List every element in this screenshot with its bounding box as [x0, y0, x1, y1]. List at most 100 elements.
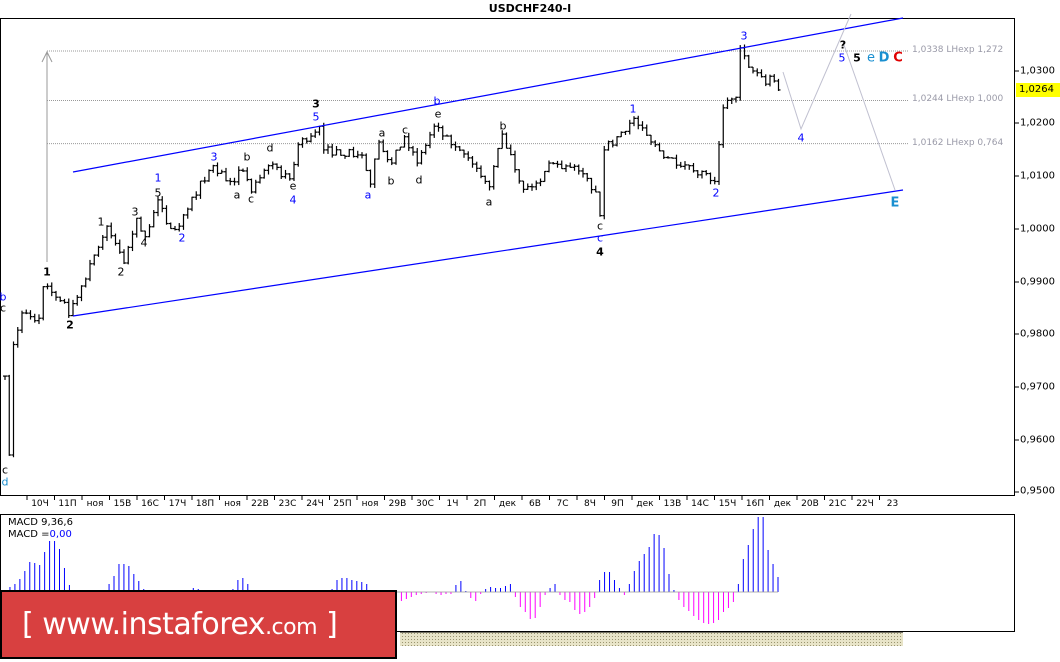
macd-value-label: MACD = — [8, 529, 50, 540]
channel-lower-line[interactable] — [72, 189, 904, 317]
wave-label: b — [499, 119, 507, 133]
wave-label: c — [401, 123, 409, 137]
wave-label: e — [867, 50, 875, 66]
time-axis-ticks — [26, 495, 880, 500]
time-tick: 9П — [611, 499, 624, 509]
wave-label: e — [434, 107, 442, 121]
time-tick: 23С — [278, 499, 297, 509]
time-tick: 16П — [745, 499, 765, 509]
time-tick: 22Ч — [856, 499, 874, 509]
wave-label: 5 — [838, 51, 846, 65]
time-tick: 25П — [333, 499, 352, 509]
time-tick: 30С — [416, 499, 434, 509]
wave-label: 5 — [853, 51, 861, 65]
price-tick: 1,0000 — [1020, 223, 1055, 235]
wave-label: D — [878, 50, 890, 66]
wave-label: ? — [839, 38, 847, 52]
time-tick: 2П — [473, 499, 487, 509]
wave-label: c — [596, 219, 604, 233]
price-tick: 0,9800 — [1020, 328, 1055, 340]
watermark-bracket: ] — [326, 607, 338, 642]
price-tick: 0,9900 — [1020, 276, 1055, 288]
watermark-banner[interactable]: [ www.instaforex.com ] — [0, 590, 397, 659]
wave-label: d — [415, 173, 423, 187]
time-tick: дек — [773, 499, 792, 509]
time-tick: ноя — [86, 499, 104, 509]
wave-label: b — [387, 174, 395, 188]
watermark-bracket: [ — [22, 607, 34, 642]
macd-histogram — [4, 517, 779, 624]
watermark-suffix: .com — [265, 615, 318, 640]
time-tick: дек — [498, 499, 517, 509]
wave-label: E — [890, 195, 900, 211]
price-bars — [3, 44, 781, 458]
time-tick: ноя — [224, 499, 241, 509]
time-tick: 1Ч — [446, 499, 459, 509]
time-tick: 20В — [801, 499, 819, 509]
fib-label: 1,0338 LHexp 1,272 — [912, 45, 1004, 55]
wave-label: b — [243, 150, 251, 164]
time-tick: 24Ч — [306, 499, 324, 509]
wave-label: 4 — [289, 193, 297, 207]
time-tick: 17Ч — [168, 499, 187, 509]
time-tick: 7С — [556, 499, 569, 509]
wave-label: a — [364, 188, 372, 202]
wave-label: 2 — [712, 186, 720, 200]
wave-label: e — [289, 179, 297, 193]
time-tick: 13В — [663, 499, 682, 509]
wave-label: 3 — [312, 97, 320, 111]
wave-label: 1 — [154, 171, 162, 185]
time-tick: 8Ч — [584, 499, 596, 509]
current-price-badge: 1,0264 — [1016, 83, 1060, 97]
watermark-text: www.instaforex — [42, 607, 266, 642]
wave-label: d — [1, 475, 9, 489]
wave-label: c — [596, 231, 604, 245]
wave-label: d — [266, 141, 274, 155]
time-tick: 6В — [529, 499, 541, 509]
wave-label: 4 — [140, 236, 148, 250]
wave-label: 5 — [312, 110, 320, 124]
time-tick: 22В — [251, 499, 269, 509]
wave-label: a — [233, 188, 241, 202]
wave-label: a — [485, 195, 493, 209]
time-tick: 18П — [195, 499, 215, 509]
wave-label: a — [378, 126, 386, 140]
price-axis-ticks — [1015, 70, 1019, 493]
hatched-strip — [400, 632, 903, 646]
wave-label: C — [893, 50, 903, 66]
fib-label: 1,0162 LHexp 0,764 — [912, 138, 1004, 148]
wave-label: 3 — [210, 150, 218, 164]
wave-label: b — [0, 290, 7, 304]
time-tick: 29В — [388, 499, 407, 509]
wave-label: 1 — [43, 265, 51, 279]
macd-value: 0,00 — [49, 529, 72, 540]
fib-levels — [47, 50, 908, 145]
projection-path-wave-E[interactable] — [842, 41, 896, 191]
wave-label: c — [0, 301, 7, 315]
price-tick: 1,0200 — [1020, 117, 1055, 129]
wave-label: c — [1, 463, 9, 477]
macd-value-line: MACD =0,00 — [8, 529, 72, 540]
time-tick: 11П — [58, 499, 77, 509]
wave-label: 1 — [97, 215, 105, 229]
time-tick: 16С — [141, 499, 159, 509]
time-tick: 23 — [886, 499, 899, 509]
fib-label: 1,0244 LHexp 1,000 — [912, 94, 1004, 104]
macd-title: MACD 9,36,6 — [8, 517, 73, 528]
wave-label: c — [247, 192, 255, 206]
price-tick: 0,9700 — [1020, 381, 1055, 393]
channel-upper-line[interactable] — [72, 17, 904, 173]
main-chart-frame — [0, 18, 1015, 496]
wave-label: 3 — [131, 205, 139, 219]
time-tick: 10Ч — [31, 499, 49, 509]
time-tick: дек — [636, 499, 654, 509]
time-tick: ноя — [361, 499, 379, 509]
time-tick: 14С — [691, 499, 709, 509]
projection-path-wave-4-5[interactable] — [782, 13, 852, 131]
chart-title: USDCHF240-I — [488, 2, 572, 15]
price-tick: 0,9500 — [1020, 485, 1055, 497]
wave-label: 4 — [797, 131, 805, 145]
wave-label: 5 — [154, 186, 162, 200]
wave-label: b — [433, 94, 441, 108]
